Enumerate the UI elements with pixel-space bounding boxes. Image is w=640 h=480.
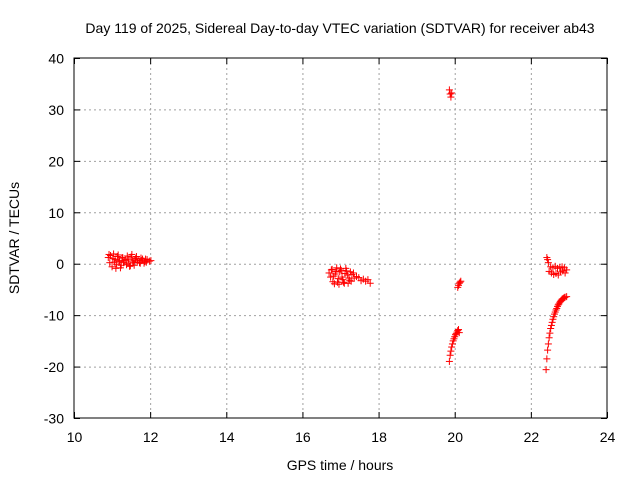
y-tick-label: -20 bbox=[44, 359, 64, 375]
y-axis-label: SDTVAR / TECUs bbox=[6, 182, 22, 294]
y-tick-label: -30 bbox=[44, 411, 64, 427]
y-tick-label: -10 bbox=[44, 308, 64, 324]
data-point-marker bbox=[113, 260, 121, 268]
data-point-marker bbox=[346, 268, 354, 276]
data-point-marker bbox=[364, 276, 372, 284]
data-point-marker bbox=[115, 257, 123, 265]
data-point-marker bbox=[544, 346, 552, 354]
data-point-marker bbox=[128, 250, 136, 258]
data-point-marker bbox=[330, 280, 338, 288]
y-tick-labels: -30 -20 -10 0 10 20 30 40 bbox=[44, 51, 64, 427]
x-axis-label: GPS time / hours bbox=[287, 457, 394, 473]
x-tick-labels: 10 12 14 16 18 20 22 24 bbox=[67, 429, 616, 445]
data-point-marker bbox=[327, 273, 335, 281]
data-point-marker bbox=[119, 254, 127, 262]
data-point-marker bbox=[545, 334, 553, 342]
data-point-marker bbox=[546, 329, 554, 337]
x-tick-label: 20 bbox=[447, 429, 463, 445]
data-point-marker bbox=[327, 266, 335, 274]
data-point-marker bbox=[126, 262, 134, 270]
x-tick-label: 18 bbox=[371, 429, 387, 445]
y-tick-label: 10 bbox=[48, 205, 64, 221]
data-point-marker bbox=[563, 266, 571, 274]
data-point-marker bbox=[113, 253, 121, 261]
data-point-marker bbox=[106, 259, 114, 267]
y-tick-label: 0 bbox=[56, 256, 64, 272]
data-point-marker bbox=[344, 279, 352, 287]
data-point-marker bbox=[114, 251, 122, 259]
data-point-marker bbox=[342, 264, 350, 272]
data-point-marker bbox=[336, 268, 344, 276]
data-point-marker bbox=[547, 321, 555, 329]
data-point-marker bbox=[445, 357, 453, 365]
data-point-marker bbox=[126, 262, 134, 270]
data-point-marker bbox=[331, 270, 339, 278]
data-point-marker bbox=[563, 293, 571, 301]
chart-title: Day 119 of 2025, Sidereal Day-to-day VTE… bbox=[85, 20, 594, 36]
data-point-marker bbox=[456, 278, 464, 286]
data-point-marker bbox=[446, 351, 454, 359]
data-point-marker bbox=[338, 273, 346, 281]
data-point-marker bbox=[548, 318, 556, 326]
data-point-marker bbox=[544, 340, 552, 348]
data-point-marker bbox=[112, 264, 120, 272]
plot-frame bbox=[73, 57, 608, 419]
y-tick-label: 20 bbox=[48, 153, 64, 169]
x-tick-label: 16 bbox=[295, 429, 311, 445]
data-point-marker bbox=[108, 263, 116, 271]
data-point-marker bbox=[132, 253, 140, 261]
data-point-marker bbox=[452, 330, 460, 338]
data-point-marker bbox=[455, 326, 463, 334]
grid-lines bbox=[74, 58, 607, 418]
data-point-marker bbox=[448, 343, 456, 351]
data-points bbox=[104, 86, 571, 374]
data-point-marker bbox=[448, 89, 456, 97]
data-point-marker bbox=[340, 278, 348, 286]
data-point-marker bbox=[142, 255, 150, 263]
data-point-marker bbox=[333, 264, 341, 272]
x-tick-label: 14 bbox=[219, 429, 235, 445]
data-point-marker bbox=[328, 265, 336, 273]
data-point-marker bbox=[561, 293, 569, 301]
data-point-marker bbox=[366, 279, 374, 287]
data-point-marker bbox=[145, 257, 153, 265]
data-point-marker bbox=[334, 275, 342, 283]
data-point-marker bbox=[349, 269, 357, 277]
data-point-marker bbox=[561, 269, 569, 277]
data-point-marker bbox=[110, 250, 118, 258]
data-point-marker bbox=[446, 90, 454, 98]
data-point-marker bbox=[455, 329, 463, 337]
data-point-marker bbox=[147, 257, 155, 265]
data-point-marker bbox=[547, 325, 555, 333]
data-point-marker bbox=[448, 340, 456, 348]
data-point-marker bbox=[560, 294, 568, 302]
y-tick-label: 40 bbox=[48, 51, 64, 67]
data-point-marker bbox=[447, 93, 455, 101]
data-point-marker bbox=[335, 280, 343, 288]
data-point-marker bbox=[552, 306, 560, 314]
data-point-marker bbox=[337, 266, 345, 274]
data-point-marker bbox=[343, 271, 351, 279]
x-tick-label: 12 bbox=[143, 429, 159, 445]
x-tick-label: 22 bbox=[524, 429, 540, 445]
data-point-marker bbox=[447, 347, 455, 355]
data-point-marker bbox=[130, 261, 138, 269]
data-point-marker bbox=[543, 355, 551, 363]
data-point-marker bbox=[116, 264, 124, 272]
y-tick-label: 30 bbox=[48, 102, 64, 118]
data-point-marker bbox=[544, 259, 552, 267]
data-point-marker bbox=[137, 254, 145, 262]
data-point-marker bbox=[123, 252, 131, 260]
x-tick-label: 24 bbox=[600, 429, 616, 445]
data-point-marker bbox=[142, 258, 150, 266]
data-point-marker bbox=[105, 250, 113, 258]
data-point-marker bbox=[337, 265, 344, 273]
data-point-marker bbox=[457, 277, 465, 285]
data-point-marker bbox=[542, 366, 550, 374]
x-tick-label: 10 bbox=[67, 429, 83, 445]
data-point-marker bbox=[544, 256, 552, 264]
